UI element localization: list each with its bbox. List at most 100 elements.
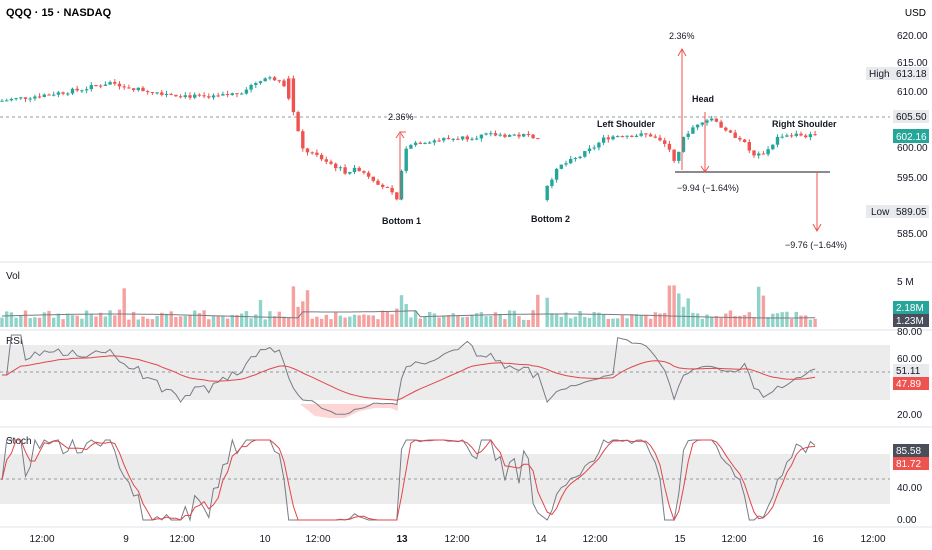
volume-bar — [470, 314, 474, 327]
price-tick: 585.00 — [897, 229, 928, 240]
volume-bar — [230, 314, 234, 327]
volume-bar — [799, 315, 803, 327]
svg-text:Low: Low — [871, 207, 890, 218]
annotation-pct2: 2.36% — [669, 31, 695, 41]
volume-bar — [700, 318, 704, 327]
volume-bar — [211, 316, 216, 327]
candle-body — [611, 136, 615, 140]
candle-body — [437, 140, 441, 142]
volume-bar — [578, 310, 582, 327]
volume-bar — [733, 315, 737, 327]
annotation-pct1: 2.36% — [388, 112, 414, 122]
volume-bar — [113, 315, 117, 327]
candle-body — [23, 97, 28, 99]
svg-text:High: High — [869, 69, 890, 80]
volume-bar — [287, 317, 291, 327]
annotation-head: Head — [692, 94, 714, 104]
volume-bar — [522, 319, 526, 327]
candle-body — [37, 96, 42, 98]
time-tick: 12:00 — [444, 534, 469, 545]
candle-body — [794, 133, 798, 136]
volume-bar — [390, 314, 394, 327]
volume-bar — [305, 290, 310, 327]
candle-body — [489, 133, 493, 135]
volume-bar — [47, 310, 51, 327]
candle-body — [705, 120, 709, 123]
volume-bar — [479, 312, 484, 327]
price-axis[interactable]: 620.00 615.00 610.00 600.00 595.00 585.0… — [897, 31, 928, 240]
candle-body — [503, 134, 507, 137]
rsi-value-tag — [893, 364, 929, 377]
volume-bar — [5, 311, 9, 327]
candle-body — [757, 153, 761, 156]
rsi-oversold-fill — [300, 404, 398, 418]
candle-body — [385, 186, 390, 188]
symbol-title: QQQ · 15 · NASDAQ — [6, 7, 112, 19]
volume-bar — [108, 310, 112, 327]
volume-bar — [418, 318, 422, 327]
stoch-k-tag — [893, 444, 929, 457]
volume-bar — [794, 311, 798, 327]
candle-body — [240, 93, 244, 95]
volume-bar — [164, 313, 169, 327]
volume-bar — [738, 315, 742, 327]
candle-body — [216, 95, 220, 97]
annotation-drop1: −9.94 (−1.64%) — [677, 183, 739, 193]
candle-body — [381, 184, 385, 187]
volume-bar — [0, 317, 4, 327]
candle-body — [517, 134, 521, 137]
candle-body — [324, 159, 328, 162]
time-tick: 15 — [674, 534, 686, 545]
candle-body — [695, 124, 700, 128]
candle-body — [456, 138, 460, 140]
candle-body — [319, 154, 324, 160]
volume-bar — [775, 313, 780, 327]
candle-body — [789, 135, 794, 137]
candle-body — [305, 148, 310, 153]
time-axis[interactable]: 12:00 9 12:00 10 12:00 13 12:00 14 12:00… — [29, 534, 885, 545]
candle-body — [573, 158, 578, 160]
volume-bar — [174, 317, 178, 327]
candle-body — [334, 163, 338, 169]
volume-bar — [658, 313, 662, 327]
volume-bar — [564, 312, 568, 327]
volume-bar — [277, 311, 281, 327]
time-tick: 14 — [535, 534, 547, 545]
volume-bar — [663, 312, 667, 327]
annotation-right-shoulder: Right Shoulder — [772, 119, 837, 129]
svg-text:605.50: 605.50 — [896, 112, 927, 123]
candle-body — [639, 133, 643, 136]
candle-body — [545, 185, 549, 201]
time-tick: 16 — [812, 534, 824, 545]
volume-bar — [381, 310, 385, 327]
price-tick: 600.00 — [897, 143, 928, 154]
volume-bar — [268, 311, 272, 327]
volume-bar — [404, 304, 408, 327]
volume-bar — [503, 319, 507, 327]
volume-bar — [672, 285, 676, 327]
volume-bar — [70, 315, 75, 327]
volume-ma-value: 1.23M — [896, 316, 924, 327]
candle-body — [554, 168, 559, 180]
volume-bar — [150, 319, 155, 327]
candle-body — [700, 122, 704, 125]
candle-body — [164, 93, 169, 95]
candle-body — [522, 134, 526, 137]
candle-body — [667, 143, 672, 150]
volume-bar — [207, 319, 211, 327]
volume-bar — [202, 310, 206, 327]
candle-body — [272, 77, 277, 81]
candle-body — [352, 167, 357, 173]
volume-bar — [329, 319, 333, 327]
volume-bar — [681, 306, 686, 327]
candle-body — [413, 142, 418, 146]
annotation-left-shoulder: Left Shoulder — [597, 119, 655, 129]
candle-body — [84, 89, 89, 91]
svg-text:602.16: 602.16 — [896, 132, 927, 143]
candle-body — [771, 144, 775, 150]
volume-bar — [155, 315, 159, 327]
volume-bar — [136, 319, 140, 327]
volume-bar — [127, 319, 131, 327]
currency-label: USD — [905, 8, 926, 19]
